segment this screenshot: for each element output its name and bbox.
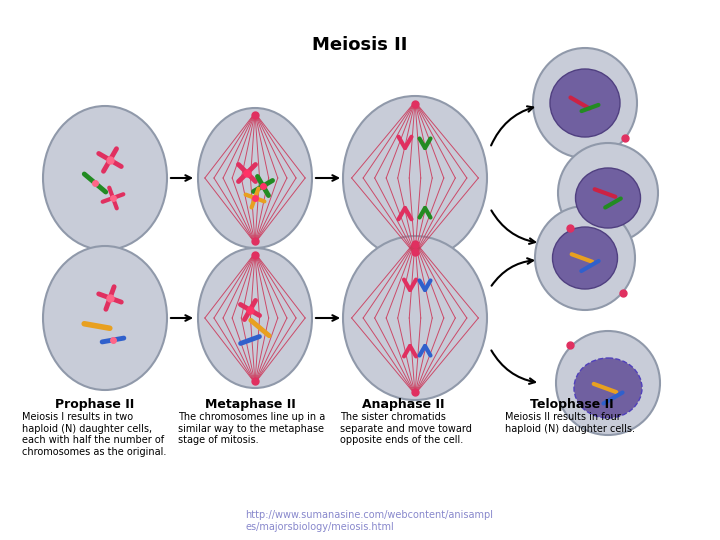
Text: The sister chromatids
separate and move toward
opposite ends of the cell.: The sister chromatids separate and move …: [340, 412, 472, 445]
Text: http://www.sumanasine.com/webcontent/anisampl
es/majorsbiology/meiosis.html: http://www.sumanasine.com/webcontent/ani…: [245, 510, 493, 531]
Ellipse shape: [550, 69, 620, 137]
Ellipse shape: [535, 206, 635, 310]
Ellipse shape: [343, 96, 487, 260]
Text: Meiosis II: Meiosis II: [312, 36, 408, 54]
Ellipse shape: [533, 48, 637, 158]
Text: Metaphase II: Metaphase II: [205, 398, 296, 411]
Text: Prophase II: Prophase II: [55, 398, 134, 411]
Ellipse shape: [556, 331, 660, 435]
Text: Meiosis I results in two
haploid (N) daughter cells,
each with half the number o: Meiosis I results in two haploid (N) dau…: [22, 412, 166, 457]
Ellipse shape: [558, 143, 658, 243]
Ellipse shape: [43, 106, 167, 250]
Text: Meiosis II results in four
haploid (N) daughter cells.: Meiosis II results in four haploid (N) d…: [505, 412, 635, 434]
Ellipse shape: [343, 236, 487, 400]
Text: Telophase II: Telophase II: [530, 398, 613, 411]
Text: The chromosomes line up in a
similar way to the metaphase
stage of mitosis.: The chromosomes line up in a similar way…: [178, 412, 325, 445]
Ellipse shape: [198, 248, 312, 388]
Ellipse shape: [198, 108, 312, 248]
Ellipse shape: [574, 358, 642, 418]
Ellipse shape: [43, 246, 167, 390]
Ellipse shape: [575, 168, 641, 228]
Text: Anaphase II: Anaphase II: [362, 398, 444, 411]
Ellipse shape: [552, 227, 618, 289]
